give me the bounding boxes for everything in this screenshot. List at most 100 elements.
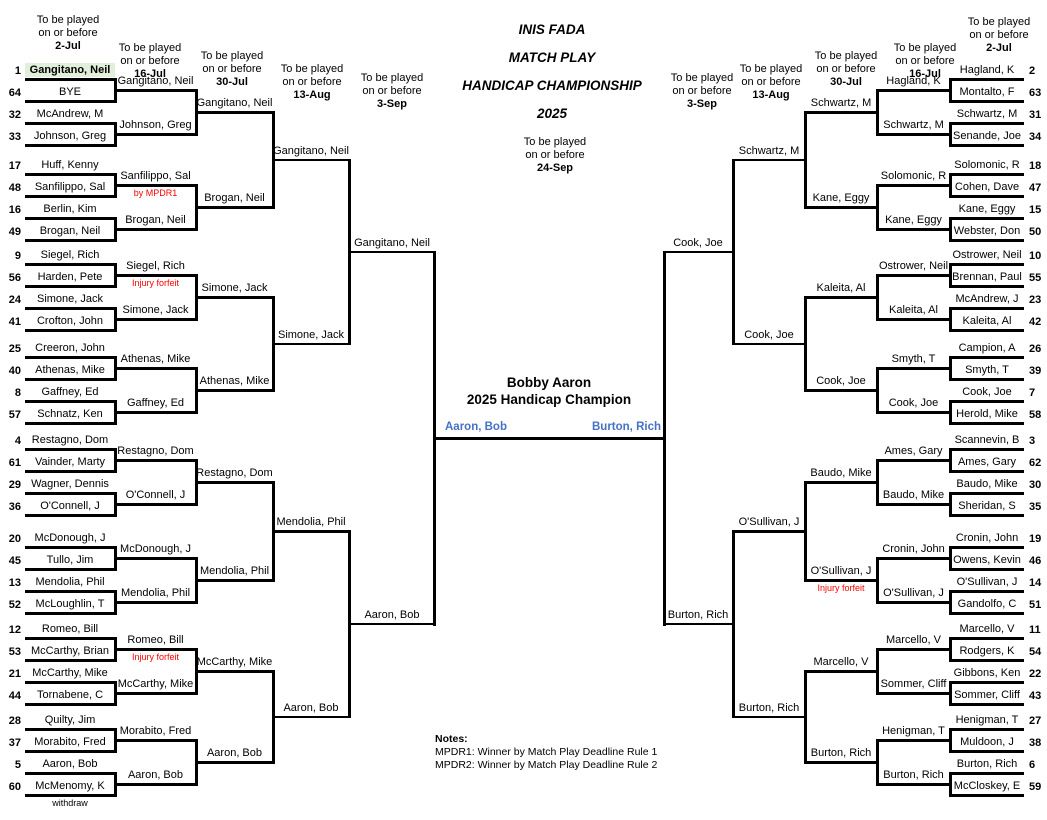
seed-number: 51 — [1029, 599, 1042, 611]
winner-line — [877, 274, 950, 277]
seed-number: 33 — [8, 131, 21, 143]
seed-number: 19 — [1029, 533, 1042, 545]
player-name: Siegel, Rich — [40, 249, 100, 261]
player-name: Schwartz, M — [956, 108, 1018, 120]
entry-line — [25, 612, 115, 615]
entry-line — [25, 307, 115, 310]
winner-line — [877, 503, 950, 506]
player-name: Scannevin, B — [954, 434, 1020, 446]
player-name: Gangitano, Neil — [25, 63, 115, 77]
entry-line — [25, 470, 115, 473]
winner-line — [273, 715, 349, 718]
match-connector — [948, 681, 952, 706]
winner-line — [196, 481, 273, 484]
winner-name: Baudo, Mike — [882, 489, 945, 501]
seed-number: 6 — [1029, 759, 1036, 771]
match-connector — [803, 481, 807, 582]
winner-name: McCarthy, Mike — [196, 656, 273, 668]
winner-name: Simone, Jack — [201, 282, 268, 294]
entry-line — [950, 285, 1024, 288]
winner-line — [877, 783, 950, 786]
winner-line — [663, 250, 733, 253]
seed-number: 55 — [1029, 272, 1042, 284]
entry-line — [950, 659, 1024, 662]
winner-name: Marcello, V — [885, 634, 942, 646]
player-name: Wagner, Dennis — [31, 478, 109, 490]
seed-number: 20 — [8, 533, 21, 545]
player-name: McAndrew, J — [955, 293, 1019, 305]
player-name: Baudo, Mike — [956, 478, 1018, 490]
player-name: Sommer, Cliff — [954, 689, 1020, 701]
winner-line — [877, 184, 950, 187]
entry-line — [25, 590, 115, 593]
entry-line — [950, 590, 1024, 593]
winner-name: Solomonic, R — [880, 170, 947, 182]
player-name: Gibbons, Ken — [953, 667, 1021, 679]
seed-number: 63 — [1029, 87, 1042, 99]
entry-line — [25, 285, 115, 288]
winner-name: Athenas, Mike — [120, 353, 191, 365]
match-connector — [948, 173, 952, 198]
match-connector — [803, 670, 807, 764]
winner-line — [805, 206, 877, 209]
match-connector — [875, 274, 879, 321]
winner-line — [115, 318, 196, 321]
winner-name: Cronin, John — [882, 543, 945, 555]
entry-line — [25, 217, 115, 220]
match-connector — [948, 217, 952, 242]
player-name: Marcello, V — [959, 623, 1015, 635]
winner-name: Cook, Joe — [816, 375, 866, 387]
winner-line — [115, 459, 196, 462]
note-mpdr2: MPDR2: Winner by Match Play Deadline Rul… — [435, 759, 658, 771]
header-line: 30-Jul — [216, 76, 248, 88]
winner-name: Marcello, V — [813, 656, 869, 668]
winner-name: Simone, Jack — [277, 328, 345, 341]
header-line: To be played — [118, 42, 182, 54]
winner-name: Burton, Rich — [738, 701, 800, 714]
match-connector — [803, 296, 807, 392]
winner-name: Johnson, Greg — [119, 119, 192, 131]
entry-line — [950, 568, 1024, 571]
match-connector — [948, 637, 952, 662]
winner-name: Brogan, Neil — [125, 214, 186, 226]
winner-line — [196, 296, 273, 299]
match-connector — [948, 122, 952, 147]
winner-name: Burton, Rich — [883, 769, 944, 781]
match-connector — [731, 158, 735, 345]
seed-number: 47 — [1029, 182, 1042, 194]
player-name: Berlin, Kim — [43, 203, 97, 215]
seed-number: 46 — [1029, 555, 1042, 567]
entry-line — [950, 546, 1024, 549]
winner-line — [733, 530, 805, 533]
title-line-1: INIS FADA — [518, 22, 586, 37]
player-name: Gandolfo, C — [957, 598, 1017, 610]
entry-line — [950, 728, 1024, 731]
winner-name: Simone, Jack — [122, 304, 189, 316]
seed-number: 34 — [1029, 131, 1042, 143]
winner-line — [733, 158, 805, 161]
winner-name: Baudo, Mike — [810, 467, 872, 479]
entry-line — [950, 492, 1024, 495]
header-line: 16-Jul — [134, 68, 166, 80]
entry-line — [25, 195, 115, 198]
entry-line — [25, 356, 115, 359]
header-line: To be played — [893, 42, 957, 54]
entry-line — [25, 794, 115, 797]
entry-line — [25, 329, 115, 332]
entry-line — [950, 612, 1024, 615]
header-line: on or before — [120, 55, 180, 67]
seed-number: 36 — [8, 501, 21, 513]
winner-name: Brogan, Neil — [204, 192, 265, 204]
player-name: McMenomy, K — [35, 780, 105, 792]
winner-line — [877, 318, 950, 321]
header-line: To be played — [670, 72, 734, 84]
winner-name: Cook, Joe — [888, 397, 939, 409]
winner-name: Cook, Joe — [744, 328, 794, 341]
entry-line — [25, 492, 115, 495]
match-connector — [875, 648, 879, 695]
player-name: McLoughlin, T — [35, 598, 105, 610]
header-line: 2-Jul — [55, 40, 81, 52]
winner-line — [805, 111, 877, 114]
match-connector — [948, 772, 952, 797]
player-name: Sheridan, S — [958, 500, 1016, 512]
